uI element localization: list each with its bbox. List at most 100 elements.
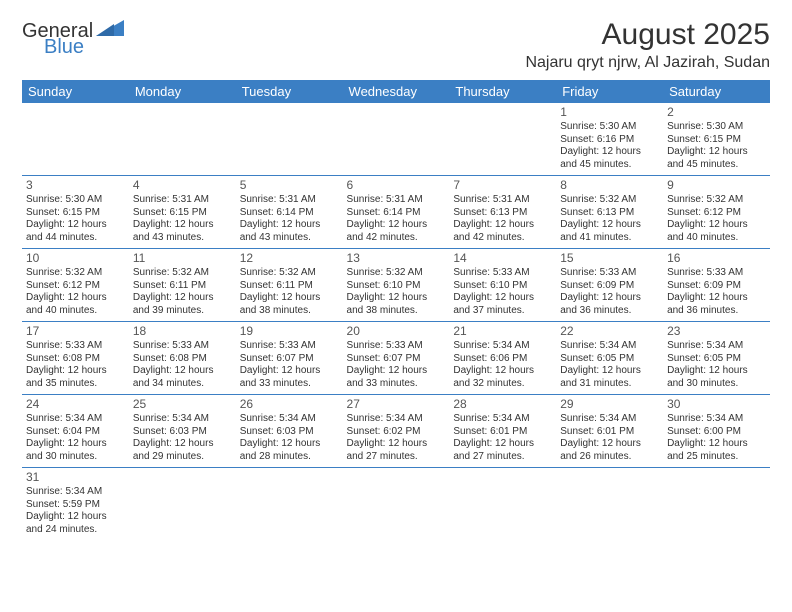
- day-number: 31: [26, 470, 125, 485]
- day-info-line: Sunrise: 5:32 AM: [347, 267, 446, 280]
- day-info-line: and 26 minutes.: [560, 451, 659, 464]
- day-info-line: Sunset: 6:01 PM: [560, 426, 659, 439]
- weekday-header: Tuesday: [236, 80, 343, 103]
- calendar-cell: 31Sunrise: 5:34 AMSunset: 5:59 PMDayligh…: [22, 468, 129, 541]
- day-info-line: Daylight: 12 hours: [453, 365, 552, 378]
- day-number: 14: [453, 251, 552, 266]
- day-info-line: Sunset: 6:11 PM: [240, 280, 339, 293]
- day-info-line: Daylight: 12 hours: [347, 219, 446, 232]
- calendar-cell: [22, 103, 129, 176]
- calendar-cell: [449, 103, 556, 176]
- day-info-line: and 31 minutes.: [560, 378, 659, 391]
- day-info-line: Sunrise: 5:31 AM: [240, 194, 339, 207]
- day-info-line: Sunset: 6:14 PM: [347, 207, 446, 220]
- day-info-line: Sunset: 6:12 PM: [26, 280, 125, 293]
- day-info-line: Daylight: 12 hours: [560, 438, 659, 451]
- day-info-line: Daylight: 12 hours: [347, 438, 446, 451]
- day-info-line: Daylight: 12 hours: [26, 511, 125, 524]
- day-info-line: Sunset: 6:09 PM: [560, 280, 659, 293]
- day-number: 20: [347, 324, 446, 339]
- day-info-line: Sunset: 6:05 PM: [667, 353, 766, 366]
- day-info-line: Daylight: 12 hours: [560, 219, 659, 232]
- day-info-line: Sunrise: 5:32 AM: [560, 194, 659, 207]
- day-info-line: Daylight: 12 hours: [133, 365, 232, 378]
- day-info-line: Daylight: 12 hours: [26, 365, 125, 378]
- day-number: 16: [667, 251, 766, 266]
- day-number: 4: [133, 178, 232, 193]
- day-number: 1: [560, 105, 659, 120]
- calendar-cell: [663, 468, 770, 541]
- calendar-cell: 14Sunrise: 5:33 AMSunset: 6:10 PMDayligh…: [449, 249, 556, 322]
- day-number: 18: [133, 324, 232, 339]
- day-info-line: Sunrise: 5:34 AM: [667, 340, 766, 353]
- day-info-line: and 41 minutes.: [560, 232, 659, 245]
- logo-triangle-icon: [96, 18, 124, 41]
- day-info-line: Daylight: 12 hours: [133, 438, 232, 451]
- day-info-line: Sunrise: 5:34 AM: [133, 413, 232, 426]
- day-info-line: Sunset: 6:05 PM: [560, 353, 659, 366]
- day-info-line: Sunset: 6:06 PM: [453, 353, 552, 366]
- day-number: 28: [453, 397, 552, 412]
- day-number: 2: [667, 105, 766, 120]
- day-info-line: Sunrise: 5:31 AM: [133, 194, 232, 207]
- day-info-line: Sunrise: 5:32 AM: [667, 194, 766, 207]
- day-info-line: and 37 minutes.: [453, 305, 552, 318]
- calendar-cell: 18Sunrise: 5:33 AMSunset: 6:08 PMDayligh…: [129, 322, 236, 395]
- day-info-line: and 44 minutes.: [26, 232, 125, 245]
- day-info-line: and 34 minutes.: [133, 378, 232, 391]
- day-number: 3: [26, 178, 125, 193]
- calendar-cell: 6Sunrise: 5:31 AMSunset: 6:14 PMDaylight…: [343, 176, 450, 249]
- day-info-line: and 42 minutes.: [453, 232, 552, 245]
- calendar-cell: 9Sunrise: 5:32 AMSunset: 6:12 PMDaylight…: [663, 176, 770, 249]
- day-info-line: Sunrise: 5:33 AM: [453, 267, 552, 280]
- calendar-cell: 5Sunrise: 5:31 AMSunset: 6:14 PMDaylight…: [236, 176, 343, 249]
- day-info-line: Daylight: 12 hours: [26, 438, 125, 451]
- calendar-cell: 4Sunrise: 5:31 AMSunset: 6:15 PMDaylight…: [129, 176, 236, 249]
- day-info-line: Sunrise: 5:32 AM: [26, 267, 125, 280]
- day-info-line: Daylight: 12 hours: [347, 365, 446, 378]
- calendar-cell: 20Sunrise: 5:33 AMSunset: 6:07 PMDayligh…: [343, 322, 450, 395]
- day-info-line: and 36 minutes.: [560, 305, 659, 318]
- day-info-line: Sunset: 6:10 PM: [453, 280, 552, 293]
- calendar-cell: 26Sunrise: 5:34 AMSunset: 6:03 PMDayligh…: [236, 395, 343, 468]
- title-block: August 2025 Najaru qryt njrw, Al Jazirah…: [525, 18, 770, 72]
- calendar-cell: [236, 468, 343, 541]
- day-info-line: Daylight: 12 hours: [347, 292, 446, 305]
- day-info-line: Daylight: 12 hours: [453, 292, 552, 305]
- day-number: 9: [667, 178, 766, 193]
- calendar-cell: 19Sunrise: 5:33 AMSunset: 6:07 PMDayligh…: [236, 322, 343, 395]
- day-info-line: Sunrise: 5:34 AM: [26, 486, 125, 499]
- weekday-header: Thursday: [449, 80, 556, 103]
- day-info-line: Daylight: 12 hours: [240, 365, 339, 378]
- day-number: 6: [347, 178, 446, 193]
- day-info-line: Sunrise: 5:32 AM: [240, 267, 339, 280]
- calendar-cell: [129, 103, 236, 176]
- calendar-cell: 17Sunrise: 5:33 AMSunset: 6:08 PMDayligh…: [22, 322, 129, 395]
- day-info-line: and 27 minutes.: [347, 451, 446, 464]
- logo: General Blue: [22, 18, 124, 57]
- day-info-line: and 30 minutes.: [667, 378, 766, 391]
- day-info-line: Sunset: 6:03 PM: [133, 426, 232, 439]
- day-info-line: Daylight: 12 hours: [133, 292, 232, 305]
- weekday-header: Friday: [556, 80, 663, 103]
- day-info-line: Sunset: 6:12 PM: [667, 207, 766, 220]
- day-info-line: Sunset: 6:15 PM: [26, 207, 125, 220]
- day-info-line: Sunrise: 5:31 AM: [347, 194, 446, 207]
- day-info-line: Sunset: 6:14 PM: [240, 207, 339, 220]
- calendar-cell: 25Sunrise: 5:34 AMSunset: 6:03 PMDayligh…: [129, 395, 236, 468]
- weekday-header: Wednesday: [343, 80, 450, 103]
- day-info-line: Sunrise: 5:30 AM: [560, 121, 659, 134]
- calendar-cell: 7Sunrise: 5:31 AMSunset: 6:13 PMDaylight…: [449, 176, 556, 249]
- day-number: 23: [667, 324, 766, 339]
- day-info-line: Sunrise: 5:33 AM: [560, 267, 659, 280]
- day-number: 19: [240, 324, 339, 339]
- day-number: 5: [240, 178, 339, 193]
- day-info-line: Daylight: 12 hours: [560, 146, 659, 159]
- day-info-line: Sunset: 6:03 PM: [240, 426, 339, 439]
- day-info-line: Daylight: 12 hours: [453, 438, 552, 451]
- day-info-line: Sunset: 6:07 PM: [347, 353, 446, 366]
- day-info-line: and 40 minutes.: [667, 232, 766, 245]
- calendar-cell: 22Sunrise: 5:34 AMSunset: 6:05 PMDayligh…: [556, 322, 663, 395]
- calendar-cell: [343, 468, 450, 541]
- day-info-line: Daylight: 12 hours: [240, 292, 339, 305]
